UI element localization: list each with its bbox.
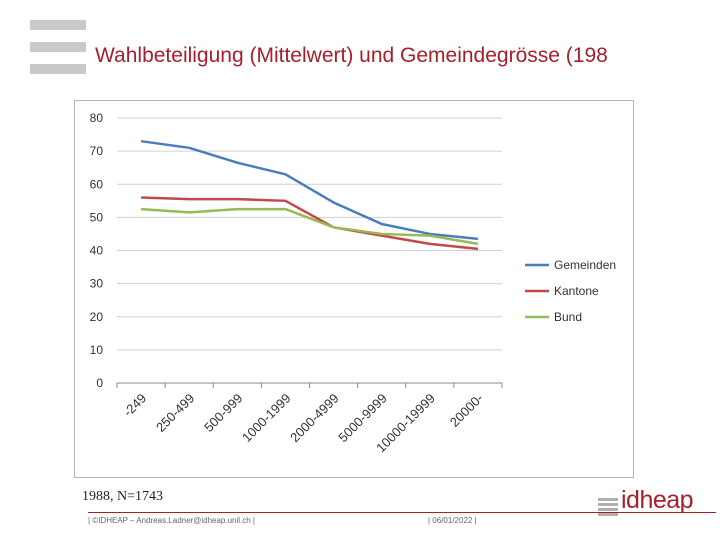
line-chart: 0 10 20 30 40 50 60 70 80 -249 250-499 500-9991000-… [90,111,616,455]
footer-contact: | ©IDHEAP – Andreas.Ladner@idheap.unil.c… [88,516,256,525]
x-tick-label: 500-999 [201,391,245,435]
y-tick-label: 60 [90,177,104,191]
y-tick-label: 30 [90,277,104,291]
footer-date: | 06/01/2022 | [428,516,477,525]
footer-divider [88,512,716,513]
y-tick-label: 80 [90,111,104,125]
legend-label: Kantone [554,284,599,298]
x-tick-label: 2000-4999 [287,391,342,446]
y-tick-label: 70 [90,144,104,158]
y-tick-label: 50 [90,210,104,224]
series-line-gemeinden [140,139,479,241]
legend-label: Gemeinden [554,258,616,272]
logo-text: idheap [621,486,694,514]
legend-label: Bund [554,310,582,324]
y-tick-label: 20 [90,310,104,324]
x-tick-label: 250-499 [153,391,197,435]
menu-icon [30,20,86,76]
page-title: Wahlbeteiligung (Mittelwert) und Gemeind… [95,44,608,67]
x-tick-label: -249 [120,391,149,420]
x-tick-label: 1000-1999 [239,391,294,446]
series-line-kantone [141,196,479,251]
y-tick-label: 0 [96,376,103,390]
series-line-bund [140,207,479,246]
chart-frame: 0 10 20 30 40 50 60 70 80 -249 250-499 500-999 1000-… [74,100,634,478]
y-tick-label: 40 [90,244,104,258]
y-tick-label: 10 [90,343,104,357]
idheap-logo: idheap [598,486,708,518]
chart-note: 1988, N=1743 [82,489,164,504]
x-tick-label: 20000- [447,391,486,430]
